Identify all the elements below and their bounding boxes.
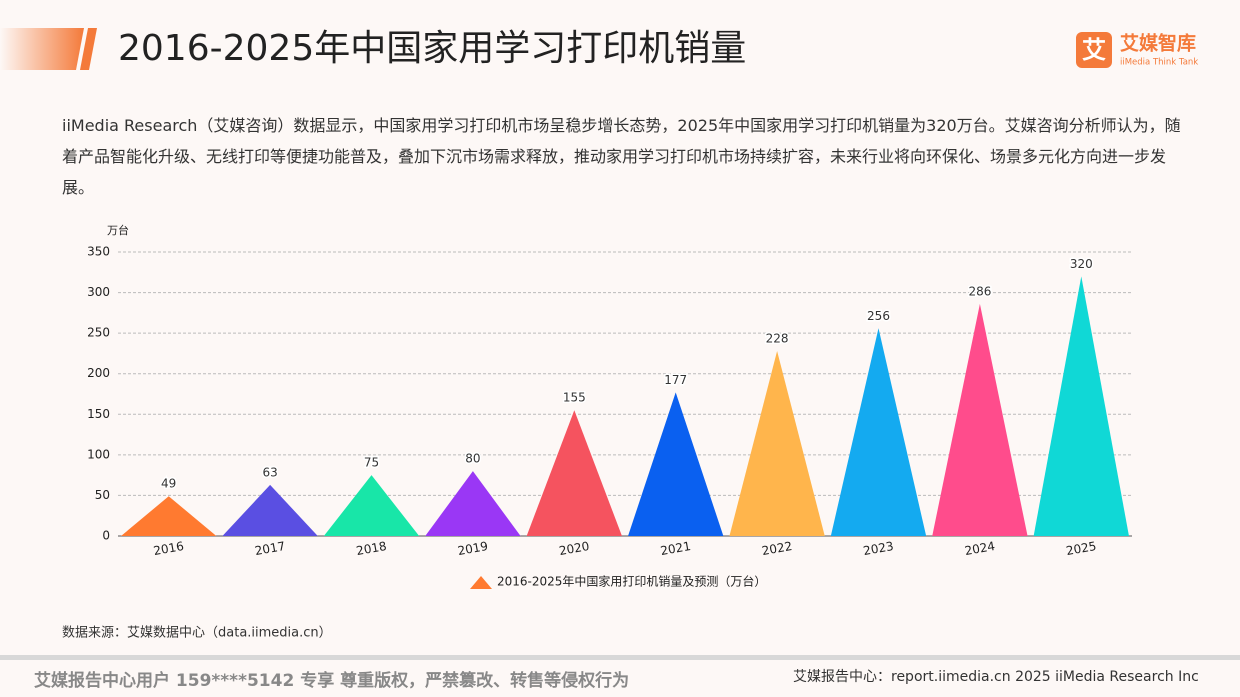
x-tick-label: 2016	[152, 539, 185, 558]
logo-box	[1076, 32, 1112, 68]
footer-left: 艾媒报告中心用户 159****5142 专享 尊重版权，严禁篡改、转售等侵权行…	[34, 670, 629, 691]
logo-sub: iiMedia Think Tank	[1120, 58, 1198, 68]
y-tick-label: 300	[87, 285, 110, 299]
legend-label: 2016-2025年中国家用打印机销量及预测（万台）	[497, 574, 766, 589]
x-tick-label: 2025	[1065, 539, 1098, 558]
y-tick-label: 200	[87, 366, 110, 380]
y-tick-label: 250	[87, 326, 110, 340]
legend-marker	[470, 576, 492, 589]
y-tick-label: 150	[87, 407, 110, 421]
triangle-bar	[222, 484, 318, 536]
logo-mark: 艾	[1082, 36, 1106, 64]
value-label: 256	[867, 309, 890, 323]
y-tick-label: 0	[102, 529, 110, 543]
value-label: 286	[968, 284, 991, 298]
triangle-bar	[932, 303, 1028, 536]
y-tick-label: 350	[87, 245, 110, 259]
footer-rule	[0, 655, 1240, 660]
footer-right: 艾媒报告中心：report.iimedia.cn 2025 iiMedia Re…	[793, 669, 1199, 685]
triangle-bar	[425, 471, 521, 536]
value-label: 80	[465, 452, 480, 466]
triangle-bar	[526, 410, 622, 536]
x-tick-label: 2017	[254, 539, 287, 558]
y-tick-label: 100	[87, 447, 110, 461]
x-tick-label: 2019	[457, 539, 490, 558]
triangle-bar	[121, 496, 217, 536]
value-label: 177	[664, 373, 687, 387]
x-tick-label: 2023	[862, 539, 895, 558]
title-slash	[80, 28, 97, 70]
chart-title: 2016-2025年中国家用学习打印机销量	[118, 28, 746, 69]
value-label: 155	[563, 391, 586, 405]
triangle-bar	[830, 328, 927, 536]
x-tick-label: 2018	[355, 539, 388, 558]
x-tick-label: 2021	[659, 539, 692, 558]
source: 数据来源：艾媒数据中心（data.iimedia.cn）	[62, 626, 332, 641]
x-tick-label: 2020	[558, 539, 591, 558]
description: iiMedia Research（艾媒咨询）数据显示，中国家用学习打印机市场呈稳…	[62, 116, 1181, 197]
value-label: 228	[766, 331, 789, 345]
value-label: 49	[161, 477, 176, 491]
triangle-bar	[628, 392, 724, 536]
value-label: 320	[1070, 257, 1093, 271]
triangle-bar	[323, 475, 420, 536]
x-tick-label: 2024	[964, 539, 997, 558]
logo-text: 艾媒智库	[1120, 32, 1196, 55]
y-tick-label: 50	[95, 488, 110, 502]
value-label: 63	[262, 465, 277, 479]
value-label: 75	[364, 456, 379, 470]
title-bar	[0, 28, 84, 70]
triangle-bar	[1033, 276, 1129, 536]
y-axis-label: 万台	[107, 223, 129, 237]
triangle-bar	[729, 350, 825, 536]
x-tick-label: 2022	[761, 539, 794, 558]
